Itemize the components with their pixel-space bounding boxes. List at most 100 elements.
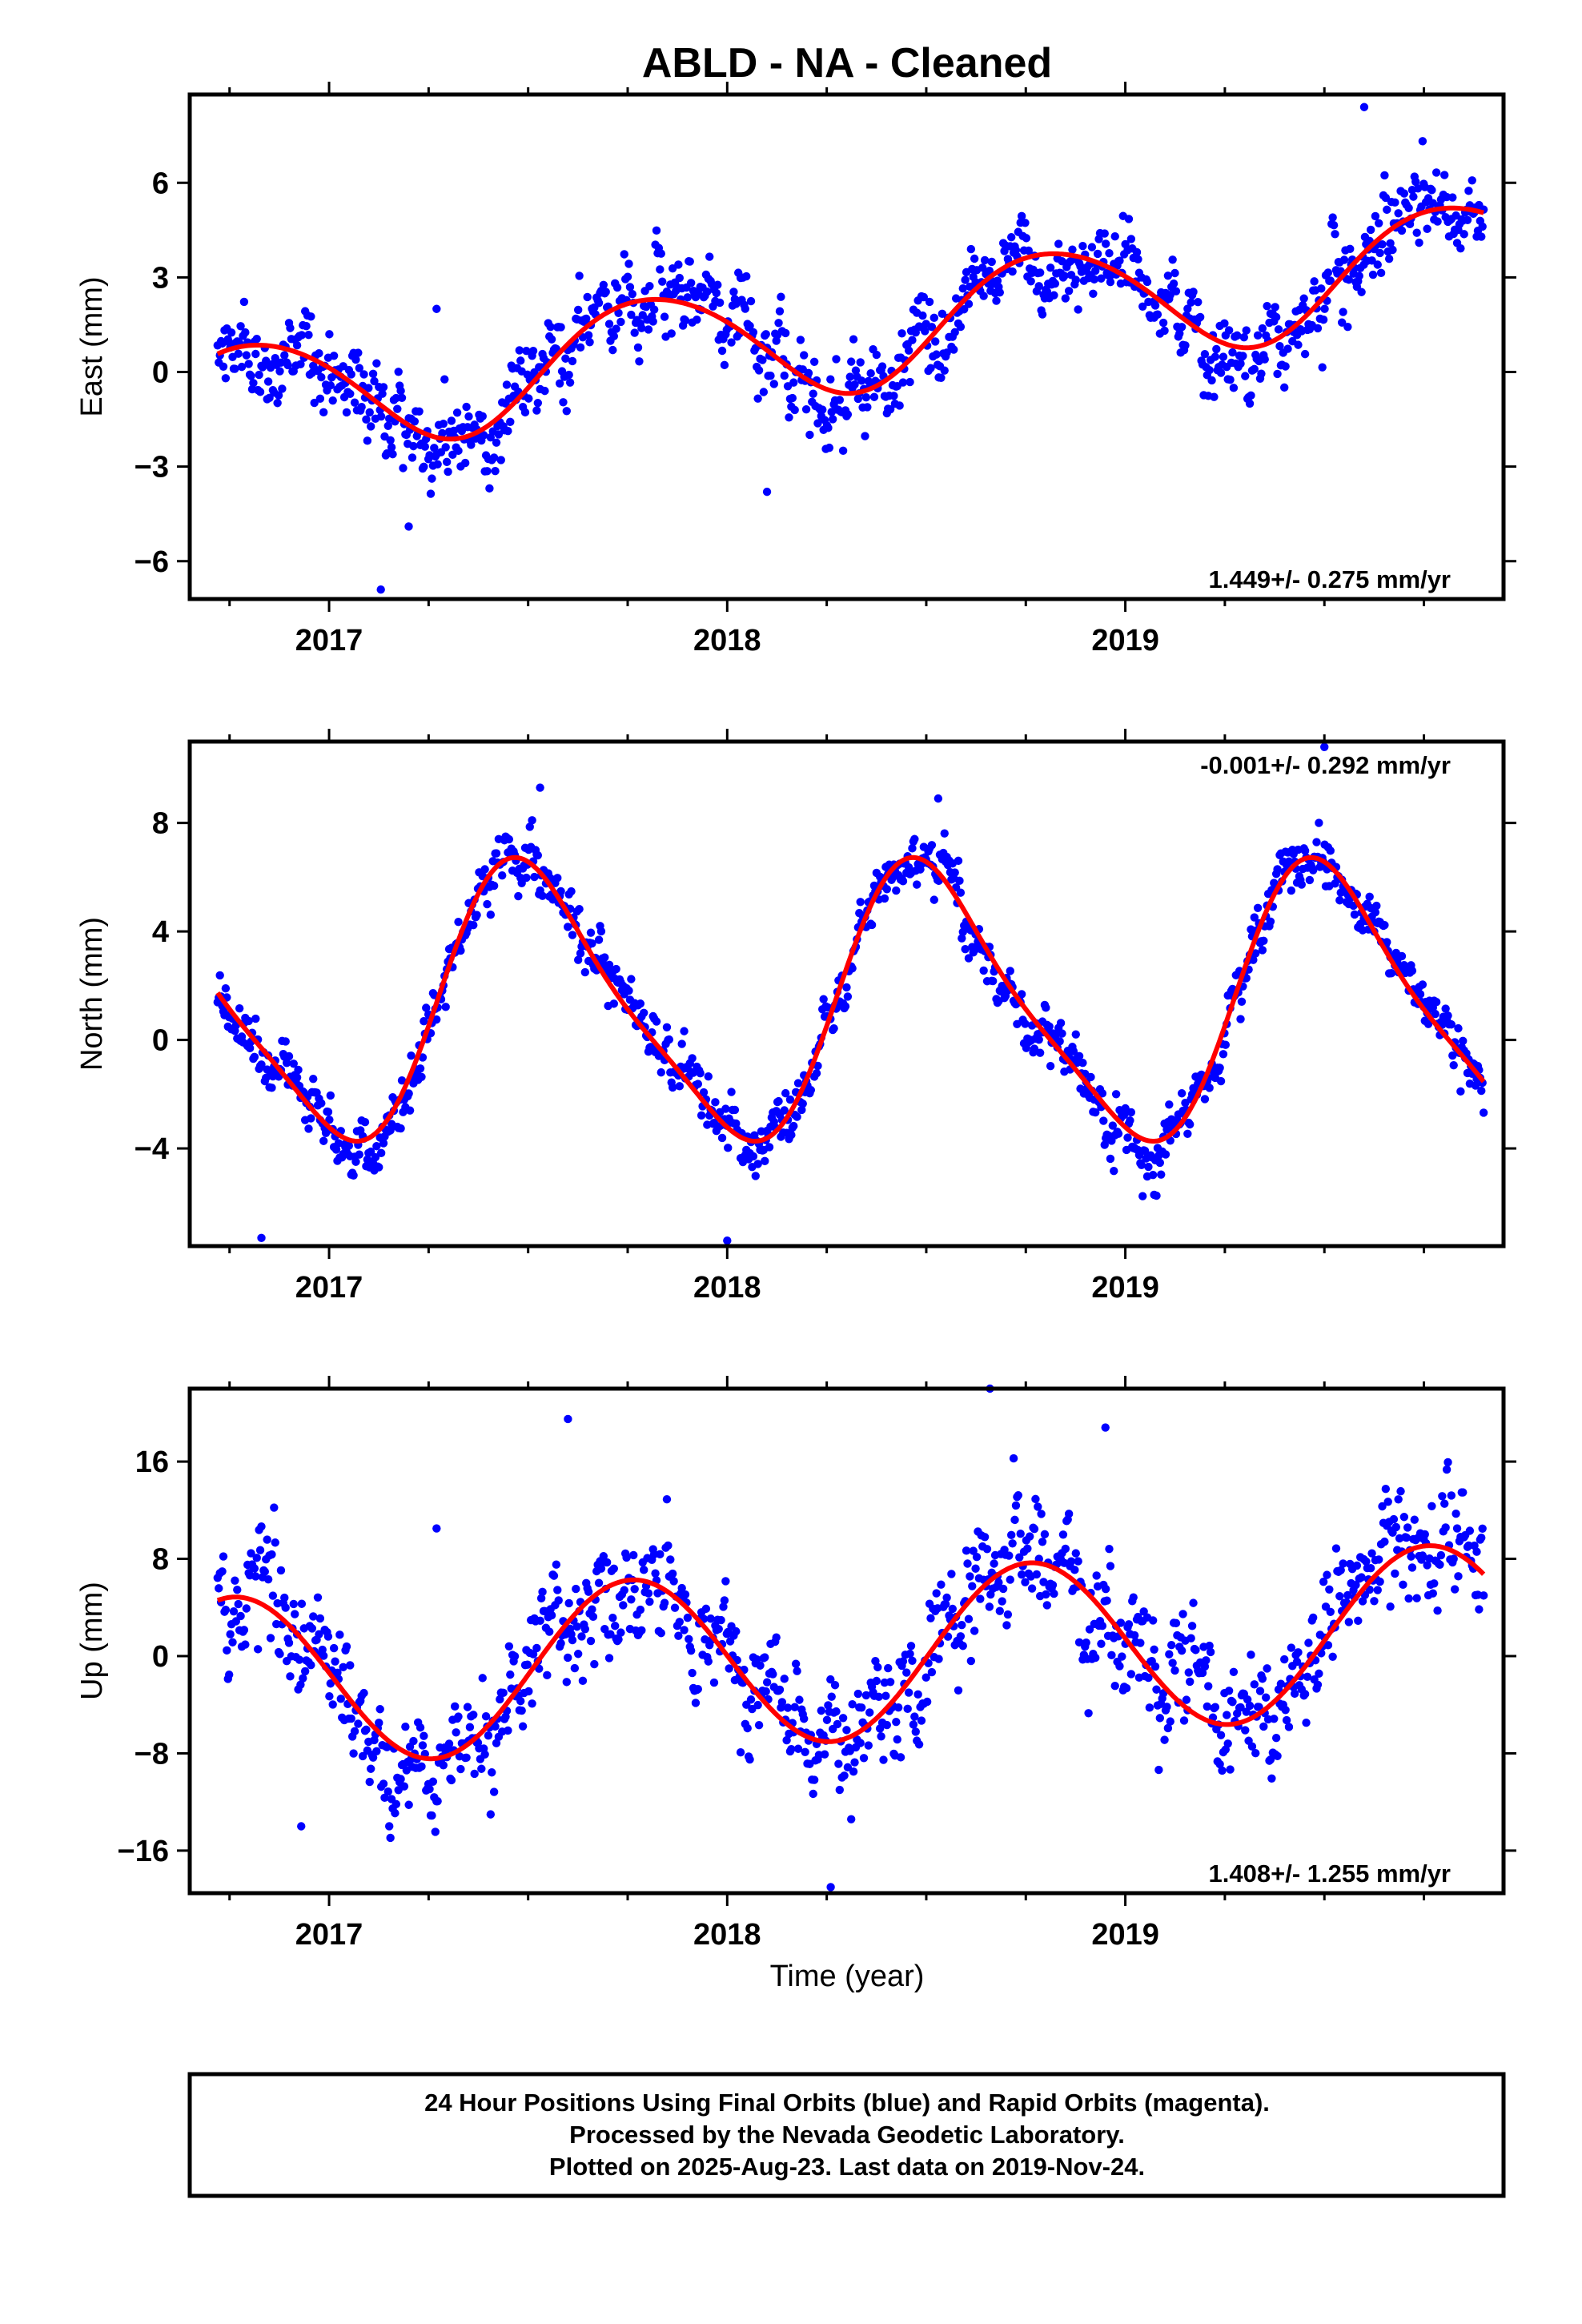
- data-point: [304, 330, 313, 340]
- data-point: [307, 1114, 315, 1123]
- east-panel: 2017 2018 2019 6 3 0 −3 −6 East (mm) 1.449+/- 0.2…: [75, 82, 1516, 657]
- data-point: [947, 1570, 956, 1578]
- data-point: [1399, 1513, 1409, 1522]
- data-point: [564, 1598, 573, 1608]
- data-point: [630, 328, 639, 337]
- data-point: [420, 1731, 428, 1740]
- data-point: [1226, 1765, 1235, 1774]
- data-point: [245, 1043, 255, 1053]
- data-point: [538, 891, 547, 900]
- data-point: [674, 1631, 683, 1640]
- plot-frame: [187, 1386, 1506, 1896]
- data-point: [247, 372, 255, 380]
- data-point: [1186, 1634, 1195, 1642]
- data-point: [1447, 1020, 1456, 1029]
- data-point: [441, 1003, 450, 1011]
- data-point: [1011, 1501, 1021, 1510]
- data-point: [1165, 1650, 1174, 1659]
- data-point: [604, 1654, 614, 1663]
- data-point: [835, 1785, 845, 1795]
- data-point: [1205, 365, 1214, 375]
- data-point: [1054, 239, 1063, 248]
- data-point: [809, 389, 817, 398]
- data-point: [255, 388, 265, 396]
- data-point: [709, 1678, 719, 1687]
- data-point: [838, 446, 848, 456]
- data-point: [656, 265, 665, 274]
- data-point: [602, 1558, 612, 1567]
- data-point: [753, 1160, 762, 1168]
- data-point: [247, 1549, 255, 1558]
- data-point: [1046, 263, 1055, 272]
- data-point: [1383, 1498, 1392, 1506]
- data-point: [368, 369, 378, 379]
- data-point: [1182, 1695, 1191, 1704]
- data-point: [826, 1675, 835, 1684]
- data-point: [1082, 1638, 1090, 1647]
- data-point: [846, 1815, 856, 1823]
- data-point: [329, 352, 339, 360]
- data-point: [969, 1546, 978, 1555]
- data-point: [964, 300, 974, 308]
- data-point: [824, 424, 833, 432]
- data-point: [609, 999, 618, 1008]
- data-point: [1177, 1089, 1186, 1098]
- data-point: [502, 380, 512, 389]
- data-point: [1027, 1584, 1037, 1593]
- data-point: [1006, 1575, 1014, 1584]
- data-point: [1014, 1491, 1023, 1500]
- data-point: [1310, 277, 1319, 286]
- data-point: [1372, 901, 1381, 911]
- data-point: [432, 1524, 441, 1533]
- data-point: [1097, 1639, 1106, 1648]
- data-point: [430, 444, 439, 452]
- data-point: [620, 250, 628, 259]
- data-point: [325, 1116, 334, 1124]
- data-point: [1247, 1651, 1255, 1659]
- data-point: [504, 1642, 514, 1651]
- data-point: [584, 1587, 593, 1596]
- data-point: [963, 1559, 972, 1568]
- data-point: [1106, 1562, 1115, 1570]
- data-point: [1253, 331, 1263, 340]
- data-point: [1002, 1621, 1011, 1630]
- data-point: [489, 453, 499, 462]
- data-point: [849, 1767, 858, 1776]
- data-point: [1011, 246, 1021, 255]
- data-point: [522, 346, 531, 356]
- data-point: [1325, 1585, 1334, 1594]
- data-point: [1431, 998, 1441, 1007]
- data-point: [745, 321, 754, 331]
- data-point: [274, 391, 283, 400]
- data-point: [524, 1687, 533, 1696]
- data-point: [769, 1670, 777, 1679]
- data-point: [1245, 399, 1255, 408]
- data-point: [251, 1014, 260, 1023]
- data-point: [396, 1124, 405, 1133]
- data-point: [1260, 355, 1269, 364]
- data-point: [1087, 243, 1097, 251]
- data-point: [439, 1761, 448, 1770]
- data-point: [239, 297, 249, 307]
- data-points: [213, 103, 1488, 594]
- data-point: [1138, 1192, 1147, 1200]
- data-point: [1323, 1641, 1333, 1650]
- north-panel: 2017 2018 2019 8 4 0 −4 North (mm) -0.001+/- 0.2…: [75, 729, 1516, 1305]
- data-point: [1138, 302, 1147, 311]
- data-point: [1032, 1570, 1042, 1579]
- data-point: [1374, 1555, 1383, 1564]
- data-point: [1407, 1563, 1417, 1572]
- data-point: [215, 971, 224, 980]
- data-point: [1258, 946, 1267, 955]
- data-point: [1326, 846, 1335, 855]
- data-point: [396, 386, 405, 396]
- data-point: [1130, 1630, 1139, 1640]
- data-point: [1396, 1486, 1405, 1496]
- x-tick-label: 2017: [295, 1918, 363, 1952]
- data-point: [781, 328, 790, 338]
- data-point: [820, 1750, 829, 1759]
- data-point: [628, 289, 637, 299]
- data-point: [1086, 1072, 1095, 1082]
- data-point: [1205, 1084, 1214, 1092]
- data-point: [1228, 1698, 1237, 1707]
